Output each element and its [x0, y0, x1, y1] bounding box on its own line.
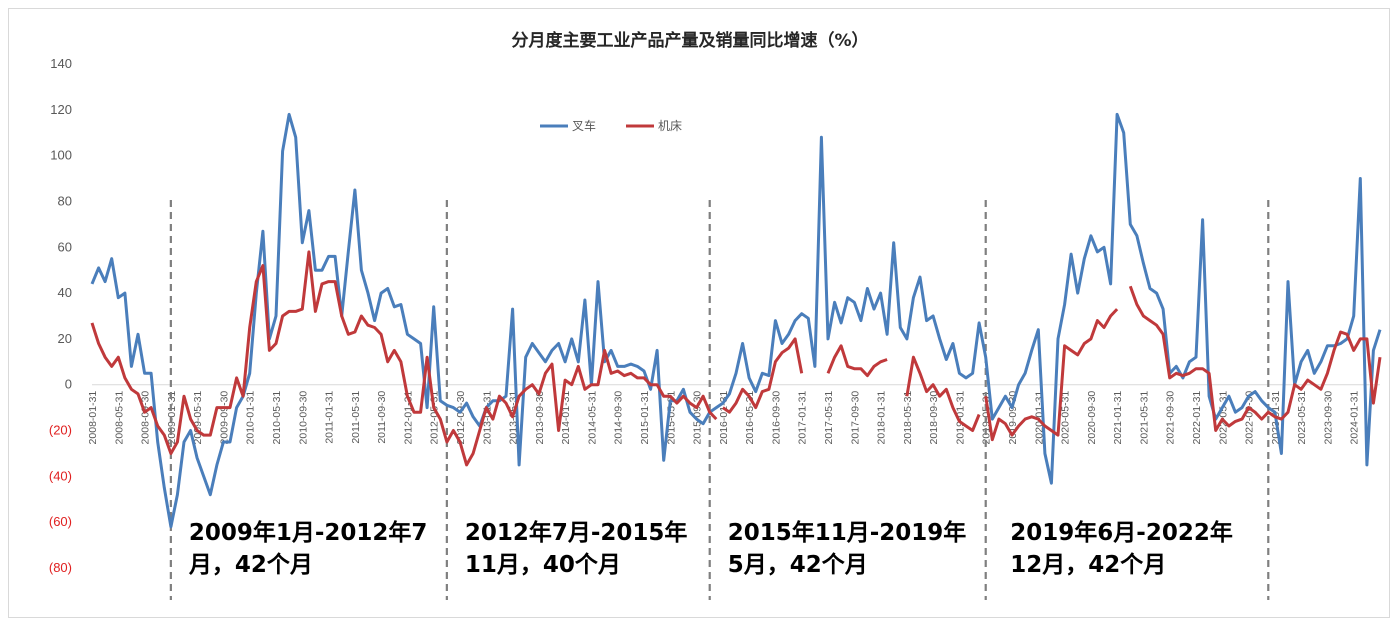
x-tick-label: 2011-09-30	[376, 391, 388, 444]
series-line-segment	[722, 337, 804, 414]
x-tick-label: 2016-09-30	[770, 391, 782, 445]
x-tick-label: 2018-09-30	[928, 391, 940, 445]
x-tick-label: 2022-01-31	[1191, 391, 1203, 445]
x-tick-label: 2017-01-31	[797, 391, 809, 445]
y-tick-label: 140	[50, 56, 72, 71]
period-dividers	[169, 200, 1270, 600]
series-line-segment	[905, 355, 981, 432]
y-tick-label: 40	[58, 285, 72, 300]
x-tick-label: 2024-01-31	[1349, 391, 1361, 445]
x-tick-label: 2020-09-30	[1086, 391, 1098, 445]
x-tick-label: 2015-09-30	[692, 391, 704, 445]
x-tick-label: 2023-05-31	[1296, 391, 1308, 445]
legend-label: 叉车	[572, 118, 596, 133]
x-tick-label: 2012-05-31	[429, 391, 441, 445]
period-label-line2: 11月，40个月	[465, 552, 621, 578]
series-group	[90, 112, 1382, 529]
x-tick-label: 2008-09-30	[140, 391, 152, 445]
x-tick-label: 2018-01-31	[876, 391, 888, 445]
x-tick-label: 2019-09-30	[1007, 391, 1019, 445]
x-tick-label: 2023-09-30	[1322, 391, 1334, 445]
x-tick-label: 2022-09-30	[1244, 391, 1256, 445]
x-tick-label: 2014-05-31	[586, 391, 598, 445]
x-tick-label: 2013-09-30	[534, 391, 546, 445]
y-tick-label: 120	[50, 102, 72, 117]
x-tick-label: 2015-01-31	[639, 391, 651, 445]
x-tick-label: 2010-01-31	[245, 391, 257, 445]
x-tick-label: 2017-09-30	[849, 391, 861, 445]
y-tick-label: (60)	[49, 514, 72, 529]
x-tick-label: 2012-09-30	[455, 391, 467, 445]
x-tick-label: 2019-01-31	[954, 391, 966, 445]
x-tick-label: 2017-05-31	[823, 391, 835, 445]
y-tick-label: (20)	[49, 423, 72, 438]
y-tick-label: 60	[58, 239, 72, 254]
y-tick-label: 20	[58, 331, 72, 346]
x-tick-label: 2011-05-31	[350, 391, 362, 444]
x-tick-label: 2021-05-31	[1138, 391, 1150, 445]
series-line-segment	[1128, 285, 1382, 432]
y-axis: 140 120 100 80 60 40 20 0 (20) (40) (60) (80)	[49, 56, 1380, 575]
x-tick-label: 2021-01-31	[1112, 391, 1124, 445]
x-tick-label: 2008-01-31	[87, 391, 99, 445]
legend: 叉车 机床	[540, 118, 682, 133]
x-tick-label: 2021-09-30	[1165, 391, 1177, 445]
x-tick-label: 2022-05-31	[1217, 391, 1229, 445]
x-tick-label: 2010-09-30	[297, 391, 309, 445]
period-label-line2: 5月，42个月	[728, 552, 868, 578]
x-tick-label: 2009-09-30	[218, 391, 230, 445]
period-label-line2: 月，42个月	[188, 552, 313, 578]
series-line-机床	[90, 250, 718, 467]
x-tick-label: 2009-05-31	[192, 391, 204, 445]
period-annotations: 2009年1月-2012年7 月，42个月 2012年7月-2015年 11月，40个…	[188, 519, 1233, 578]
y-tick-label: (40)	[49, 468, 72, 483]
x-tick-label: 2016-01-31	[718, 391, 730, 445]
x-tick-label: 2014-09-30	[613, 391, 625, 445]
x-tick-label: 2018-05-31	[902, 391, 914, 445]
period-label-line1: 2019年6月-2022年	[1010, 519, 1233, 546]
x-tick-label: 2010-05-31	[271, 391, 283, 445]
y-tick-label: 80	[58, 193, 72, 208]
chart-frame	[8, 8, 1390, 618]
series-line-叉车	[90, 112, 1382, 529]
series-line-segment	[984, 308, 1119, 442]
y-tick-label: 100	[50, 148, 72, 163]
period-label-line1: 2012年7月-2015年	[465, 519, 688, 546]
period-label-line1: 2009年1月-2012年7	[189, 519, 428, 546]
x-tick-label: 2020-05-31	[1060, 391, 1072, 445]
series-line-segment	[826, 344, 888, 378]
period-label-line2: 12月，42个月	[1010, 552, 1166, 578]
x-axis: 2008-01-312008-05-312008-09-302009-01-31…	[87, 391, 1361, 445]
chart-title: 分月度主要工业产品产量及销量同比增速（%）	[511, 30, 868, 51]
x-tick-label: 2008-05-31	[113, 391, 125, 445]
x-tick-label: 2011-01-31	[324, 391, 336, 444]
y-tick-label: 0	[65, 377, 72, 392]
legend-label: 机床	[658, 119, 682, 133]
period-label-line1: 2015年11月-2019年	[728, 519, 967, 546]
y-tick-label: (80)	[49, 560, 72, 575]
